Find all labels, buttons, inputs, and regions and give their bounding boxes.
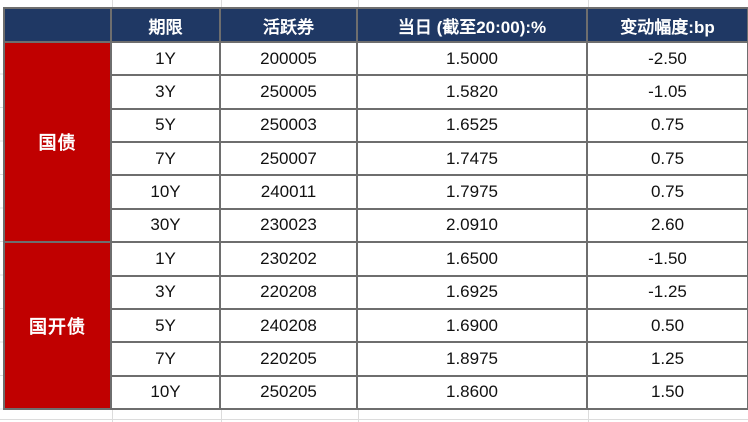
yield-cell[interactable]: 2.0910 (356, 207, 588, 244)
table-row: 5Y 250003 1.6525 0.75 (4, 107, 748, 144)
table-row: 国债 1Y 200005 1.5000 -2.50 (3, 40, 748, 244)
background-gridline (0, 41, 4, 410)
term-cell[interactable]: 7Y (110, 341, 221, 377)
term-cell[interactable]: 5Y (110, 307, 221, 344)
yield-cell[interactable]: 1.6525 (356, 107, 588, 144)
background-gridline (588, 410, 589, 422)
background-gridline (112, 0, 113, 7)
bond-cell[interactable]: 240011 (219, 174, 358, 210)
term-cell[interactable]: 3Y (110, 74, 221, 110)
bond-cell[interactable]: 220205 (219, 341, 358, 377)
term-cell[interactable]: 7Y (110, 141, 221, 177)
table-row: 7Y 250007 1.7475 0.75 (4, 141, 748, 177)
header-cell-term[interactable]: 期限 (110, 7, 221, 43)
bond-cell[interactable]: 220208 (219, 274, 358, 310)
background-gridline (221, 410, 222, 422)
yield-cell[interactable]: 1.6500 (356, 241, 588, 277)
bond-cell[interactable]: 200005 (219, 40, 358, 77)
bond-cell[interactable]: 240208 (219, 307, 358, 344)
change-cell[interactable]: -1.05 (586, 74, 748, 110)
background-gridline (0, 419, 748, 420)
table-row: 7Y 220205 1.8975 1.25 (4, 341, 748, 377)
header-cell-bond[interactable]: 活跃券 (219, 7, 358, 43)
header-cell-change[interactable]: 变动幅度:bp (586, 7, 748, 43)
yield-cell[interactable]: 1.7475 (356, 141, 588, 177)
background-gridline (221, 0, 222, 7)
table-row: 5Y 240208 1.6900 0.50 (4, 307, 748, 344)
bond-cell[interactable]: 230023 (219, 207, 358, 244)
change-cell[interactable]: -2.50 (586, 40, 748, 77)
bond-cell[interactable]: 250205 (219, 374, 358, 411)
term-cell[interactable]: 5Y (110, 107, 221, 144)
term-cell[interactable]: 30Y (110, 207, 221, 244)
change-cell[interactable]: 2.60 (586, 207, 748, 244)
group-label-cell[interactable]: 国债 (3, 40, 112, 244)
yield-cell[interactable]: 1.6925 (356, 274, 588, 310)
group-label-cell[interactable]: 国开债 (3, 241, 112, 410)
change-cell[interactable]: 1.50 (586, 374, 748, 411)
term-cell[interactable]: 10Y (110, 374, 221, 411)
yield-cell[interactable]: 1.8975 (356, 341, 588, 377)
change-cell[interactable]: -1.50 (586, 241, 748, 277)
change-cell[interactable]: 1.25 (586, 341, 748, 377)
yield-cell[interactable]: 1.5000 (356, 40, 588, 77)
yield-cell[interactable]: 1.8600 (356, 374, 588, 411)
table-row: 30Y 230023 2.0910 2.60 (4, 207, 748, 244)
change-cell[interactable]: 0.75 (586, 174, 748, 210)
table-row: 10Y 250205 1.8600 1.50 (4, 374, 748, 411)
table-row: 3Y 220208 1.6925 -1.25 (4, 274, 748, 310)
corner-header-cell[interactable] (3, 7, 112, 43)
yield-cell[interactable]: 1.5820 (356, 74, 588, 110)
header-row: 期限 活跃券 当日 (截至20:00):% 变动幅度:bp (3, 7, 748, 43)
bond-cell[interactable]: 250005 (219, 74, 358, 110)
background-gridline (112, 410, 113, 422)
change-cell[interactable]: -1.25 (586, 274, 748, 310)
change-cell[interactable]: 0.75 (586, 141, 748, 177)
term-cell[interactable]: 1Y (110, 40, 221, 77)
bond-cell[interactable]: 230202 (219, 241, 358, 277)
table-row: 10Y 240011 1.7975 0.75 (4, 174, 748, 210)
bond-cell[interactable]: 250007 (219, 141, 358, 177)
header-cell-yield[interactable]: 当日 (截至20:00):% (356, 7, 588, 43)
change-cell[interactable]: 0.50 (586, 307, 748, 344)
term-cell[interactable]: 3Y (110, 274, 221, 310)
table-row: 国开债 1Y 230202 1.6500 -1.50 (3, 241, 748, 410)
yield-cell[interactable]: 1.7975 (356, 174, 588, 210)
bond-yield-table: 期限 活跃券 当日 (截至20:00):% 变动幅度:bp 国债 1Y 200005… (3, 7, 748, 411)
table-row: 3Y 250005 1.5820 -1.05 (4, 74, 748, 110)
term-cell[interactable]: 1Y (110, 241, 221, 277)
background-gridline (358, 0, 359, 7)
background-gridline (588, 0, 589, 7)
term-cell[interactable]: 10Y (110, 174, 221, 210)
background-gridline (358, 410, 359, 422)
bond-cell[interactable]: 250003 (219, 107, 358, 144)
change-cell[interactable]: 0.75 (586, 107, 748, 144)
yield-cell[interactable]: 1.6900 (356, 307, 588, 344)
